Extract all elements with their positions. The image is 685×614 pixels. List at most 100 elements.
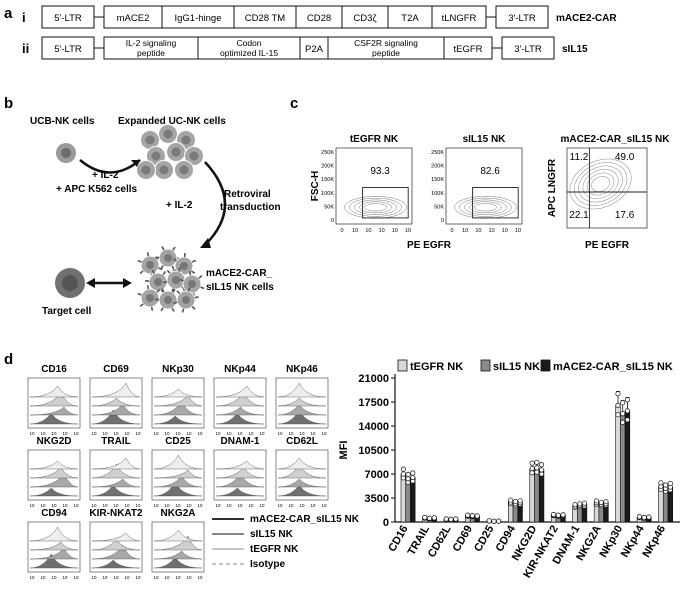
quadrant-percentage: 49.0 — [615, 152, 635, 163]
segment-label: CSF2R signaling — [354, 38, 418, 48]
data-point — [594, 499, 598, 503]
histogram-tick: 10 — [29, 503, 35, 508]
data-point — [637, 515, 641, 519]
segment-label: 3'-LTR — [508, 13, 536, 24]
data-point — [401, 467, 405, 471]
segment-label: Codon — [236, 38, 261, 48]
histogram-tick: 10 — [197, 575, 203, 580]
quadrant-percentage: 22.1 — [569, 210, 589, 221]
bar-legend-label: mACE2-CAR_sIL15 NK — [553, 361, 673, 373]
quad-title: mACE2-CAR_sIL15 NK — [561, 134, 671, 145]
histogram-tick: 10 — [91, 575, 97, 580]
x-tick: 10 — [392, 228, 398, 234]
data-point — [411, 471, 415, 475]
histogram-tick: 10 — [321, 503, 327, 508]
quadrant-percentage: 17.6 — [615, 210, 635, 221]
segment-label: 3'-LTR — [514, 44, 542, 55]
histogram-tick: 10 — [197, 431, 203, 436]
y-tick-label: 3500 — [365, 493, 389, 505]
bar-legend-label: tEGFR NK — [410, 361, 463, 373]
segment-label: peptide — [137, 48, 165, 58]
bar — [401, 474, 406, 522]
car-label-2: sIL15 NK cells — [206, 282, 274, 293]
flow-plot-title: sIL15 NK — [463, 134, 507, 145]
segment-label: IL-2 signaling — [126, 38, 177, 48]
quad-xlabel: PE EGFR — [585, 240, 630, 251]
panel-label-b: b — [4, 95, 13, 112]
legend-label: tEGFR NK — [250, 544, 299, 555]
x-tick: 10 — [475, 228, 481, 234]
target-label: Target cell — [42, 306, 91, 317]
y-tick: 0 — [441, 218, 444, 224]
histogram-title: KIR-NKAT2 — [89, 508, 143, 519]
retroviral-label: Retroviral — [224, 189, 271, 200]
segment-label: T2A — [401, 13, 419, 24]
data-point — [647, 515, 651, 519]
data-point — [582, 501, 586, 505]
data-point — [556, 513, 560, 517]
x-tick: 10 — [352, 228, 358, 234]
flow-plot-frame — [446, 148, 522, 224]
histogram-tick: 10 — [321, 431, 327, 436]
data-point — [449, 517, 453, 521]
segment-label: CD3ζ — [353, 13, 377, 24]
histogram-tick: 10 — [153, 503, 159, 508]
data-point — [406, 477, 410, 481]
expanded-cells — [137, 125, 204, 180]
x-tick: 10 — [462, 228, 468, 234]
data-point — [620, 411, 624, 415]
segment-label: tLNGFR — [442, 13, 477, 24]
data-point — [508, 498, 512, 502]
x-tick-label: CD25 — [472, 524, 496, 554]
segment-label: tEGFR — [453, 44, 482, 55]
segment-label: mACE2 — [117, 13, 150, 24]
data-point — [513, 499, 517, 503]
quadrant-percentage: 11.2 — [570, 152, 589, 163]
flow-plot-frame — [336, 148, 412, 224]
data-point — [492, 519, 496, 523]
histogram-title: TRAIL — [101, 436, 130, 447]
construct-roman: ii — [22, 41, 29, 56]
legend-label: mACE2-CAR_sIL15 NK — [250, 514, 360, 525]
histogram-tick: 10 — [73, 431, 79, 436]
data-point — [604, 499, 608, 503]
y-tick-label: 7000 — [365, 469, 389, 481]
gate-percentage: 82.6 — [480, 166, 500, 177]
data-point — [659, 481, 663, 485]
bar-legend-swatch — [398, 360, 407, 371]
histogram-tick: 10 — [40, 575, 46, 580]
data-point — [518, 499, 522, 503]
data-point — [539, 472, 543, 476]
histogram-tick: 10 — [51, 575, 57, 580]
panel-label-d: d — [4, 351, 13, 368]
histogram-title: NKG2D — [36, 436, 71, 447]
y-tick: 150K — [431, 177, 444, 183]
data-point — [625, 398, 629, 402]
y-tick: 100K — [431, 191, 444, 197]
legend-label: sIL15 NK — [250, 529, 294, 540]
data-point — [620, 401, 624, 405]
y-tick: 100K — [321, 191, 334, 197]
segment-label: optimized IL-15 — [220, 48, 278, 58]
x-tick: 10 — [405, 228, 411, 234]
histogram-tick: 10 — [175, 575, 181, 580]
histogram-title: CD25 — [165, 436, 191, 447]
data-point — [530, 466, 534, 470]
histogram-title: NKp30 — [162, 364, 194, 375]
data-point — [535, 460, 539, 464]
ucb-label: UCB-NK cells — [30, 116, 95, 127]
data-point — [616, 392, 620, 396]
y-tick: 250K — [321, 150, 334, 156]
bar — [625, 411, 630, 522]
histogram-tick: 10 — [186, 575, 192, 580]
construct-name: mACE2-CAR — [556, 13, 617, 24]
bar-legend-label: sIL15 NK — [493, 361, 540, 373]
histogram-tick: 10 — [62, 575, 68, 580]
segment-label: CD28 — [307, 13, 331, 24]
histogram-tick: 10 — [299, 503, 305, 508]
data-point — [466, 513, 470, 517]
y-tick: 150K — [321, 177, 334, 183]
data-point — [432, 516, 436, 520]
transduction-label: transduction — [220, 202, 281, 213]
